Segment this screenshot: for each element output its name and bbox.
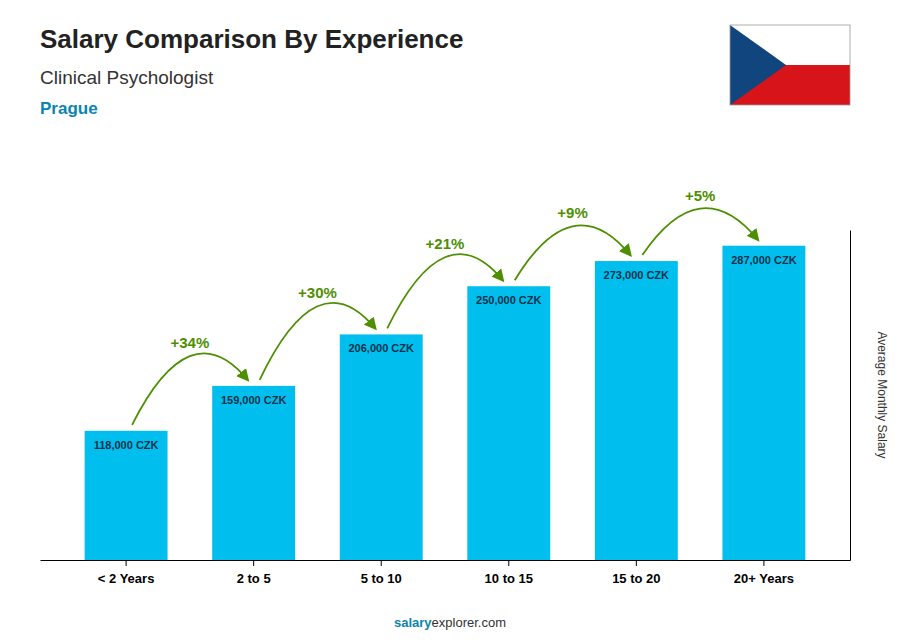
change-arrow xyxy=(515,225,631,280)
change-arrow xyxy=(387,254,503,328)
y-axis-line xyxy=(850,231,851,561)
flag-border xyxy=(730,25,850,105)
plot: < 2 Years 2 to 5 5 to 10 10 to 15 15 to 20 20… xyxy=(41,187,851,587)
y-axis-title: Average Monthly Salary xyxy=(875,331,889,458)
x-tick: 10 to 15 xyxy=(485,560,533,586)
bar xyxy=(722,246,805,560)
x-tick: < 2 Years xyxy=(98,560,155,586)
data-label: 287,000 CZK xyxy=(731,254,796,266)
x-tick: 20+ Years xyxy=(734,560,794,586)
data-label: 206,000 CZK xyxy=(349,342,414,354)
x-tick-mark xyxy=(126,560,127,566)
change-label: +5% xyxy=(685,187,715,204)
x-tick-mark xyxy=(763,560,764,566)
x-tick-mark xyxy=(636,560,637,566)
x-tick-mark xyxy=(253,560,254,566)
footer: salaryexplorer.com xyxy=(394,615,506,630)
x-tick-label: 10 to 15 xyxy=(485,571,533,586)
x-tick-label: 20+ Years xyxy=(734,571,794,586)
x-tick-label: 5 to 10 xyxy=(361,571,402,586)
change-arrow xyxy=(260,303,376,380)
x-tick: 15 to 20 xyxy=(612,560,660,586)
flag xyxy=(730,25,850,105)
footer-part: explorer.com xyxy=(432,615,506,630)
data-label: 273,000 CZK xyxy=(604,269,669,281)
x-tick-mark xyxy=(381,560,382,566)
data-labels: 118,000 CZK 159,000 CZK 206,000 CZK 250,000… xyxy=(94,254,797,451)
bar xyxy=(595,261,678,560)
change-annotations: +34% +30% +21% +9% +5% xyxy=(132,187,758,425)
x-tick: 2 to 5 xyxy=(237,560,271,586)
bar xyxy=(212,386,295,560)
footer-part: salary xyxy=(394,615,432,630)
change-arrow xyxy=(132,353,248,424)
x-tick-label: < 2 Years xyxy=(98,571,155,586)
data-label: 118,000 CZK xyxy=(94,439,159,451)
x-axis: < 2 Years 2 to 5 5 to 10 10 to 15 15 to 20 20… xyxy=(41,560,851,586)
x-tick: 5 to 10 xyxy=(361,560,402,586)
bars xyxy=(85,246,806,560)
chart: Salary Comparison By Experience Clinical … xyxy=(0,0,900,641)
change-label: +34% xyxy=(170,334,209,351)
change-label: +21% xyxy=(426,235,465,252)
change-label: +9% xyxy=(557,204,587,221)
data-label: 159,000 CZK xyxy=(221,394,286,406)
title: Salary Comparison By Experience xyxy=(40,24,463,54)
x-tick-label: 2 to 5 xyxy=(237,571,271,586)
flag-triangle xyxy=(730,25,786,105)
y-axis xyxy=(850,231,851,561)
x-axis-line xyxy=(41,560,851,561)
x-tick-label: 15 to 20 xyxy=(612,571,660,586)
bar xyxy=(85,431,168,560)
bar xyxy=(467,286,550,560)
subtitle: Prague xyxy=(40,99,98,118)
x-tick-mark xyxy=(508,560,509,566)
change-arrow xyxy=(642,208,758,255)
data-label: 250,000 CZK xyxy=(476,294,541,306)
bar xyxy=(340,334,423,560)
change-label: +30% xyxy=(298,284,337,301)
subtitle: Clinical Psychologist xyxy=(40,67,214,88)
